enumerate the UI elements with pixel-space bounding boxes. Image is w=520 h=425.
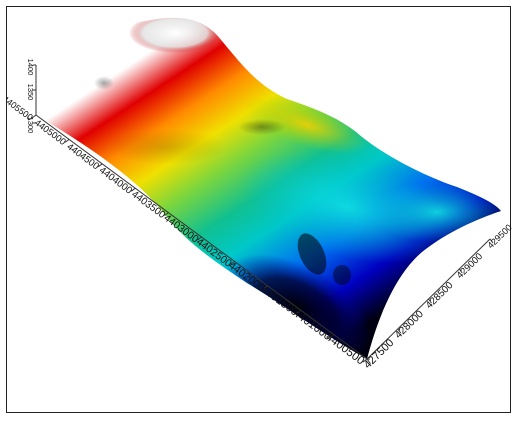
surface [36, 17, 501, 359]
y-tick-mark [296, 309, 302, 314]
y-tick-mark [362, 358, 368, 363]
z-tick-label: 1350 [26, 84, 35, 101]
x-tick-label: 429500 [485, 222, 512, 250]
y-tick-mark [131, 187, 136, 192]
x-tick-mark [489, 238, 494, 244]
y-tick-mark [97, 163, 103, 168]
y-tick-mark [329, 334, 335, 339]
chart-frame: 1300 1350 1400 4405500 4405000 4404500 440400… [6, 6, 512, 413]
y-tick-mark [197, 236, 202, 241]
z-tick-label: 1400 [26, 59, 35, 76]
y-tick-mark [263, 285, 269, 290]
x-tick-mark [366, 358, 371, 364]
z-tick-label: 1300 [26, 117, 35, 134]
x-tick-label: 428000 [392, 308, 426, 341]
y-tick-mark [164, 212, 169, 217]
x-tick-mark [428, 298, 432, 304]
x-tick-mark [397, 328, 402, 334]
y-tick-mark [230, 260, 235, 265]
y-tick-mark [64, 138, 70, 143]
y-tick-mark [31, 114, 37, 119]
z-tick-labels: 1300 1350 1400 [26, 59, 36, 134]
x-tick-label: 428500 [424, 280, 456, 311]
x-tick-label: 429000 [455, 251, 485, 281]
x-tick-mark [458, 268, 463, 274]
